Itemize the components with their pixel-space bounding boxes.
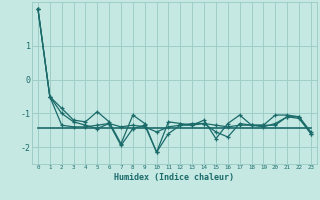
X-axis label: Humidex (Indice chaleur): Humidex (Indice chaleur) xyxy=(115,173,234,182)
